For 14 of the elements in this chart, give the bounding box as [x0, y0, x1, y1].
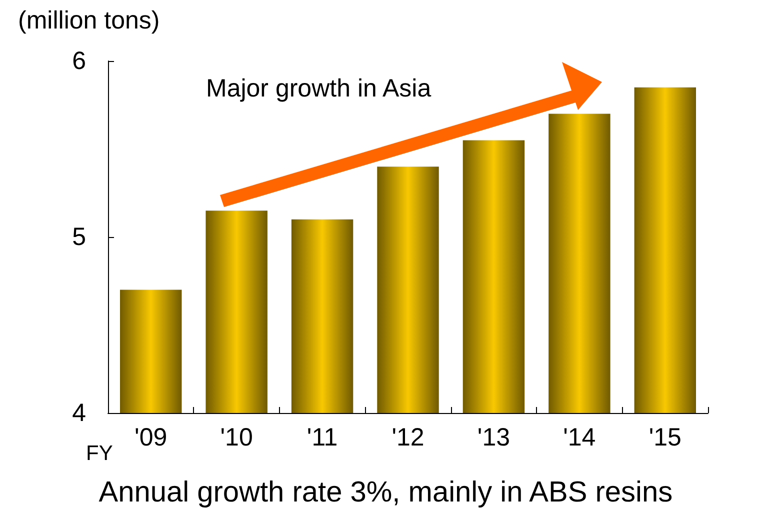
x-tick-label: '09: [134, 424, 168, 452]
text: Annual growth rate 3%, mainly in ABS resins: [98, 476, 673, 508]
x-tick-label: '14: [563, 424, 596, 452]
x-axis-title: FY: [86, 442, 113, 465]
x-tick-label: '12: [392, 424, 424, 452]
x-tick-label: '13: [477, 424, 510, 452]
x-tick-label: '10: [220, 424, 253, 452]
y-tick-label: 6: [72, 47, 86, 75]
y-axis-title: (million tons): [18, 6, 160, 34]
x-tick-label: '11: [306, 424, 338, 452]
y-tick-label: 4: [72, 399, 86, 427]
y-tick-label: 5: [72, 223, 86, 251]
x-tick-label: '15: [648, 424, 682, 452]
annotation: Major growth in Asia: [206, 74, 432, 102]
